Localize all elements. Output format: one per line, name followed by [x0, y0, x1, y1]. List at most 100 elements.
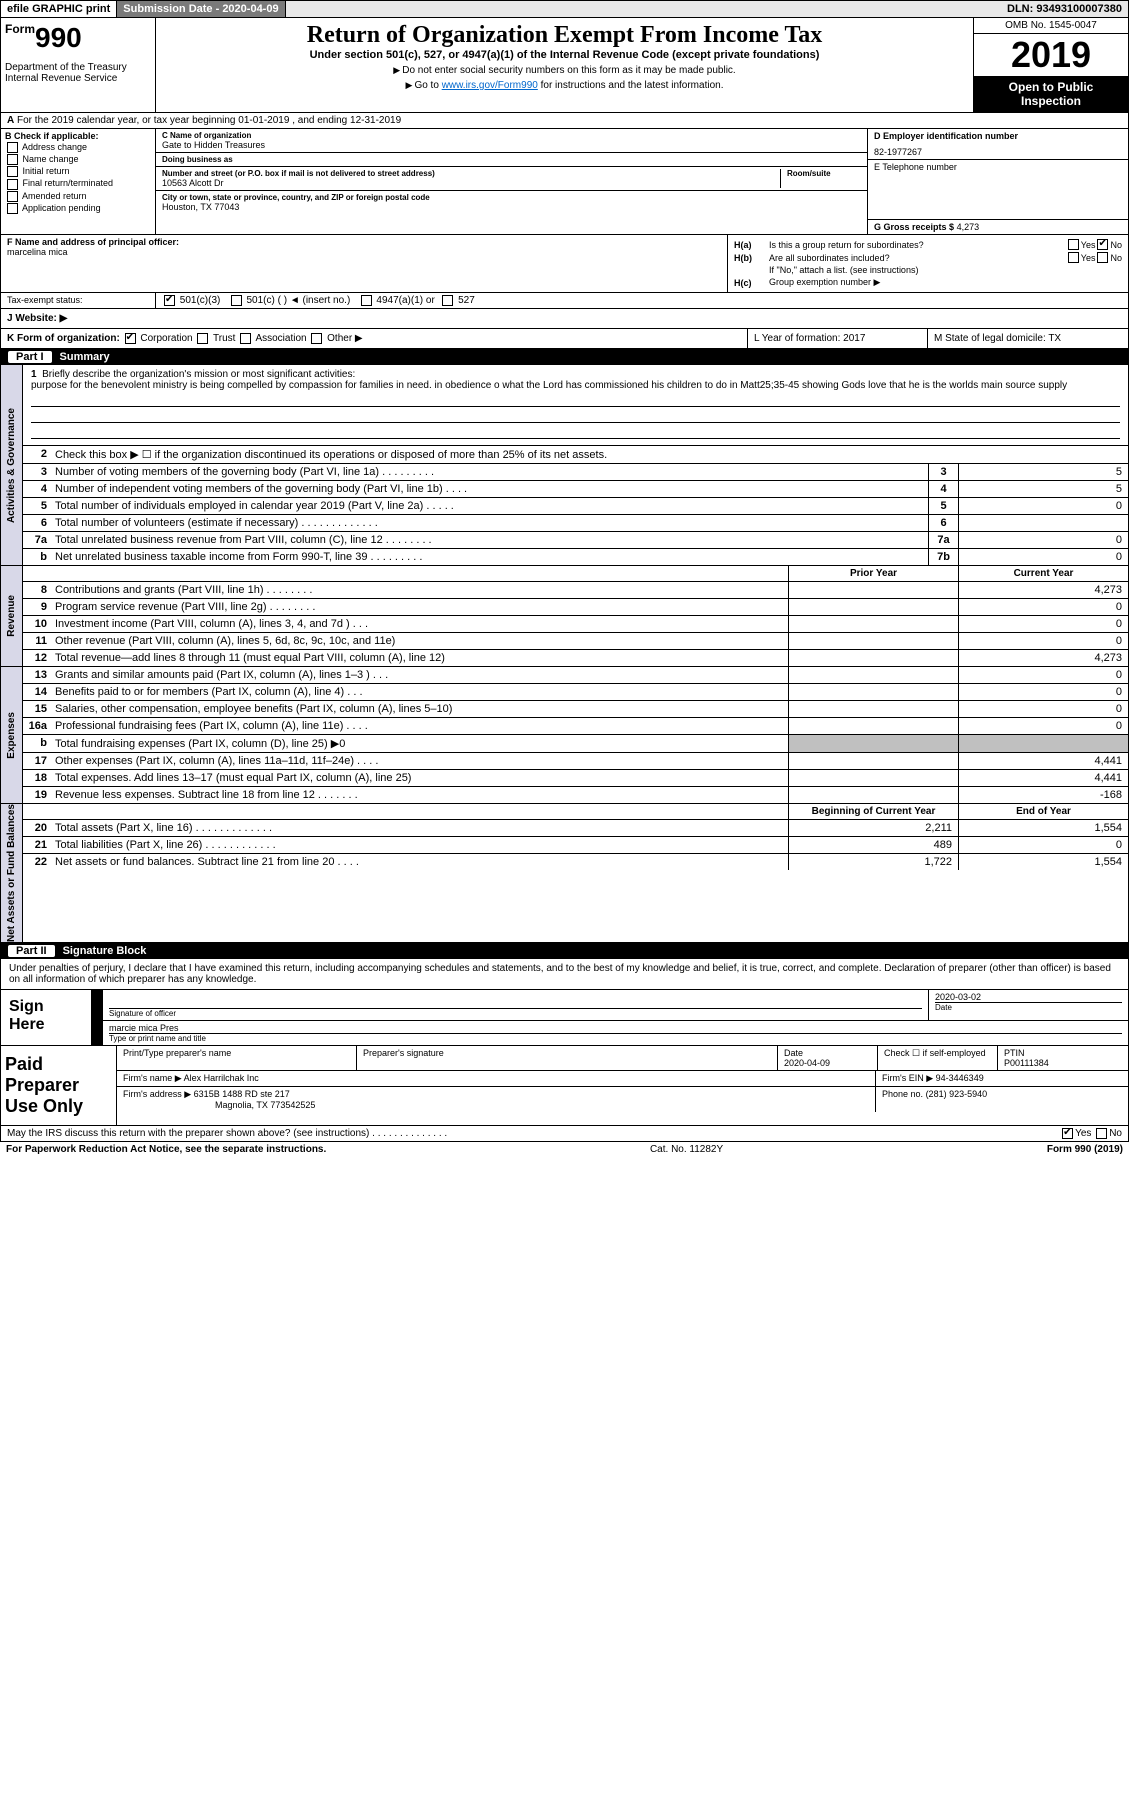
- firm-name: Alex Harrilchak Inc: [184, 1073, 259, 1083]
- discuss-text: May the IRS discuss this return with the…: [7, 1128, 447, 1139]
- cat-no: Cat. No. 11282Y: [650, 1144, 723, 1155]
- prep-sig-hdr: Preparer's signature: [357, 1046, 778, 1070]
- section-f-h: F Name and address of principal officer:…: [0, 235, 1129, 293]
- opt-assoc: Association: [255, 333, 306, 344]
- row-website: J Website: ▶: [0, 309, 1129, 329]
- chk-address-change[interactable]: Address change: [5, 142, 151, 153]
- instr-2: Go to www.irs.gov/Form990 for instructio…: [164, 80, 965, 91]
- address-cell: Number and street (or P.O. box if mail i…: [156, 167, 867, 191]
- part-2-title: Signature Block: [63, 945, 147, 957]
- chk-corp[interactable]: [125, 333, 136, 344]
- section-d-e-g: D Employer identification number 82-1977…: [868, 129, 1128, 234]
- hb-yes[interactable]: [1068, 252, 1079, 263]
- chk-501c[interactable]: [231, 295, 242, 306]
- chk-trust[interactable]: [197, 333, 208, 344]
- form-title: Return of Organization Exempt From Incom…: [164, 22, 965, 49]
- sign-here-label: Sign Here: [1, 990, 91, 1045]
- part-1-title: Summary: [60, 351, 110, 363]
- officer-name-cell: marcie mica Pres Type or print name and …: [103, 1021, 1128, 1045]
- summary-net: Net Assets or Fund Balances Beginning of…: [0, 804, 1129, 943]
- hb-note: If "No," attach a list. (see instruction…: [734, 265, 1122, 275]
- instr-1: Do not enter social security numbers on …: [164, 65, 965, 76]
- hc-text: Group exemption number ▶: [769, 277, 880, 288]
- chk-assoc[interactable]: [240, 333, 251, 344]
- part-1-label: Part I: [8, 351, 52, 363]
- discuss-yes[interactable]: [1062, 1128, 1073, 1139]
- phone-cell: E Telephone number: [868, 160, 1128, 220]
- chk-name-change[interactable]: Name change: [5, 154, 151, 165]
- summary-line-12: 12Total revenue—add lines 8 through 11 (…: [23, 650, 1128, 666]
- section-f: F Name and address of principal officer:…: [1, 235, 728, 292]
- summary-expenses: Expenses 13Grants and similar amounts pa…: [0, 667, 1129, 804]
- prep-selfemp-cell: Check ☐ if self-employed: [878, 1046, 998, 1070]
- submission-date-button[interactable]: Submission Date - 2020-04-09: [117, 1, 285, 17]
- summary-line-9: 9Program service revenue (Part VIII, lin…: [23, 599, 1128, 616]
- officer-name: marcelina mica: [7, 247, 721, 257]
- ptin-hdr: PTIN: [1004, 1048, 1122, 1058]
- chk-501c3[interactable]: [164, 295, 175, 306]
- summary-line-17: 17Other expenses (Part IX, column (A), l…: [23, 753, 1128, 770]
- sign-arrow-icon: [91, 990, 103, 1045]
- form-header-mid: Return of Organization Exempt From Incom…: [156, 18, 973, 112]
- section-b-label: B Check if applicable:: [5, 131, 151, 141]
- hdr-current-year: Current Year: [958, 566, 1128, 581]
- line-1: 1 Briefly describe the organization's mi…: [23, 365, 1128, 446]
- section-c: C Name of organization Gate to Hidden Tr…: [156, 129, 868, 234]
- hb-text: Are all subordinates included?: [769, 253, 1066, 263]
- open-public-badge: Open to Public Inspection: [974, 76, 1128, 112]
- opt-other: Other ▶: [327, 333, 362, 344]
- line-a-text: For the 2019 calendar year, or tax year …: [17, 115, 401, 126]
- part-1-bar: Part I Summary: [0, 349, 1129, 365]
- hdr-begin-year: Beginning of Current Year: [788, 804, 958, 819]
- discuss-no[interactable]: [1096, 1128, 1107, 1139]
- chk-application-pending[interactable]: Application pending: [5, 203, 151, 214]
- dba-cell: Doing business as: [156, 153, 867, 167]
- opt-501c3: 501(c)(3): [180, 295, 221, 306]
- form-no: Form 990 (2019): [1047, 1144, 1123, 1155]
- row-tax-status: Tax-exempt status: 501(c)(3) 501(c) ( ) …: [0, 293, 1129, 309]
- instr2-pre: Go to: [414, 80, 441, 91]
- officer-signature-cell: Signature of officer: [103, 990, 928, 1020]
- hdr-end-year: End of Year: [958, 804, 1128, 819]
- officer-date-label: Date: [935, 1002, 1122, 1012]
- ein-cell: D Employer identification number 82-1977…: [868, 129, 1128, 160]
- dln-label: DLN: 93493100007380: [1001, 1, 1128, 17]
- form990-link[interactable]: www.irs.gov/Form990: [442, 80, 538, 91]
- org-name: Gate to Hidden Treasures: [162, 140, 861, 150]
- summary-line-5: 5Total number of individuals employed in…: [23, 498, 1128, 515]
- addr-label: Number and street (or P.O. box if mail i…: [162, 169, 774, 178]
- ha-yes[interactable]: [1068, 239, 1079, 250]
- chk-527[interactable]: [442, 295, 453, 306]
- opt-501c: 501(c) ( ) ◄ (insert no.): [246, 295, 350, 306]
- vtab-revenue: Revenue: [1, 566, 23, 666]
- opt-4947: 4947(a)(1) or: [376, 295, 434, 306]
- discuss-row: May the IRS discuss this return with the…: [0, 1126, 1129, 1142]
- prep-date-cell: Date 2020-04-09: [778, 1046, 878, 1070]
- chk-4947[interactable]: [361, 295, 372, 306]
- summary-revenue: Revenue Prior Year Current Year 8Contrib…: [0, 566, 1129, 667]
- opt-corp: Corporation: [140, 333, 192, 344]
- firm-addr-cell: Firm's address ▶ 6315B 1488 RD ste 217 M…: [117, 1087, 876, 1112]
- tax-year: 2019: [974, 34, 1128, 76]
- prep-date-hdr: Date: [784, 1048, 871, 1058]
- row-k-label: K Form of organization:: [7, 333, 120, 344]
- chk-final-return[interactable]: Final return/terminated: [5, 178, 151, 189]
- row-klm: K Form of organization: Corporation Trus…: [0, 329, 1129, 349]
- officer-typed-name: marcie mica Pres: [109, 1023, 1122, 1033]
- chk-amended[interactable]: Amended return: [5, 191, 151, 202]
- summary-line-18: 18Total expenses. Add lines 13–17 (must …: [23, 770, 1128, 787]
- chk-initial-return[interactable]: Initial return: [5, 166, 151, 177]
- chk-other[interactable]: [311, 333, 322, 344]
- summary-line-4: 4Number of independent voting members of…: [23, 481, 1128, 498]
- firm-ein-cell: Firm's EIN ▶ 94-3446349: [876, 1071, 1128, 1086]
- org-name-label: C Name of organization: [162, 131, 861, 140]
- ha-text: Is this a group return for subordinates?: [769, 240, 1066, 250]
- summary-line-6: 6Total number of volunteers (estimate if…: [23, 515, 1128, 532]
- opt-trust: Trust: [213, 333, 235, 344]
- ha-no[interactable]: [1097, 239, 1108, 250]
- dba-label: Doing business as: [162, 155, 861, 164]
- firm-addr: 6315B 1488 RD ste 217: [194, 1089, 290, 1099]
- officer-label: F Name and address of principal officer:: [7, 237, 721, 247]
- hb-no[interactable]: [1097, 252, 1108, 263]
- summary-line-3: 3Number of voting members of the governi…: [23, 464, 1128, 481]
